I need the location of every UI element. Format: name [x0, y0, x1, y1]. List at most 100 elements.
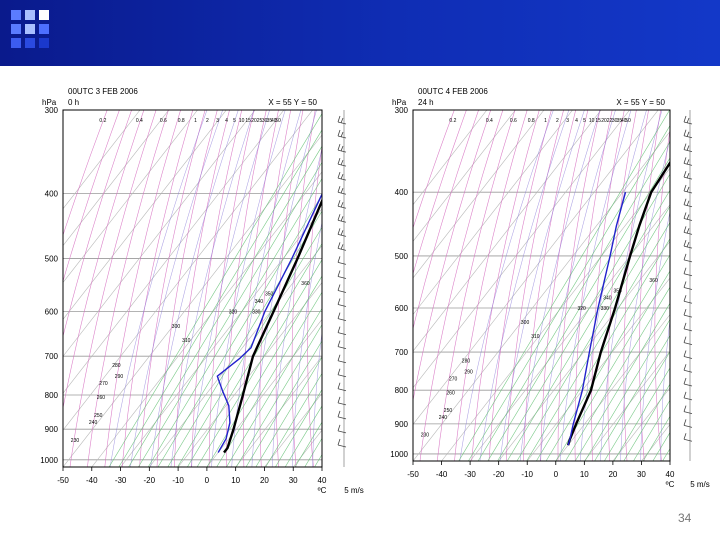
mixing-ratio-label: 2 — [556, 118, 559, 124]
temperature-tick-label: -20 — [493, 470, 505, 479]
pressure-tick-label: 800 — [45, 391, 59, 400]
dry-adiabat-line — [121, 110, 194, 467]
mixing-ratio-label: 40 — [621, 118, 627, 124]
mixing-ratio-line — [255, 356, 322, 467]
theta-label: 340 — [255, 299, 264, 305]
moist-adiabat-line — [600, 110, 663, 461]
mixing-ratio-line — [594, 334, 670, 461]
dry-adiabat-line — [63, 110, 132, 338]
mixing-ratio-line — [196, 259, 322, 467]
mixing-ratio-label: 22 — [607, 118, 613, 124]
isotherm-line — [441, 167, 670, 461]
isotherm-line — [469, 204, 670, 461]
wind-scale-label: 5 m/s — [690, 480, 710, 489]
dry-adiabat-line — [367, 110, 383, 467]
dry-adiabat-line — [699, 110, 713, 461]
moist-adiabat-line — [130, 110, 223, 467]
isotherm-line — [63, 110, 285, 394]
mixing-ratio-label: 4 — [225, 118, 228, 124]
isotherm-line — [63, 110, 227, 320]
dry-adiabat-line — [156, 110, 218, 467]
isotherm-line — [413, 110, 545, 279]
pressure-tick-label: 300 — [395, 106, 409, 115]
temperature-tick-label: 0 — [554, 470, 559, 479]
theta-label: 310 — [182, 338, 191, 344]
dry-adiabat-line — [713, 110, 720, 461]
theta-label: 280 — [112, 363, 121, 369]
mixing-ratio-label: 35 — [617, 118, 623, 124]
temperature-tick-label: -50 — [57, 476, 69, 485]
dry-adiabat-line — [471, 110, 540, 461]
slide-header-bar — [0, 0, 720, 66]
pressure-unit-label: hPa — [392, 98, 407, 107]
isotherm-line — [120, 208, 322, 467]
theta-label: 240 — [89, 420, 98, 426]
mixing-ratio-label: 40 — [271, 118, 277, 124]
mixing-ratio-line — [506, 189, 670, 461]
wind-barb — [337, 256, 347, 265]
theta-label: 330 — [601, 306, 610, 312]
temperature-profile-line — [566, 160, 670, 446]
theta-label: 270 — [449, 376, 458, 382]
isotherm-line — [292, 429, 322, 467]
mixing-ratio-line — [128, 145, 322, 467]
wind-barb — [683, 364, 693, 373]
temperature-tick-label: 10 — [580, 470, 589, 479]
mixing-ratio-label: 0.4 — [136, 118, 143, 124]
theta-label: 360 — [301, 281, 310, 287]
wind-barb — [683, 419, 693, 428]
dry-adiabat-line — [654, 127, 670, 461]
theta-label: 360 — [649, 278, 658, 284]
theta-label: 230 — [71, 438, 80, 444]
mixing-ratio-line — [284, 405, 322, 467]
dry-adiabat-line — [63, 110, 120, 283]
wind-barb — [683, 308, 693, 318]
isotherm-line — [413, 110, 488, 206]
dry-adiabat-line — [454, 110, 528, 461]
mixing-ratio-label: 10 — [589, 118, 595, 124]
pressure-tick-label: 1000 — [390, 450, 408, 459]
mixing-ratio-line — [662, 448, 670, 461]
wind-barb — [683, 336, 693, 346]
dry-adiabat-line — [413, 110, 467, 275]
mixing-ratio-label: 15 — [245, 118, 251, 124]
isotherm-line — [177, 282, 322, 467]
moist-adiabat-line — [580, 110, 647, 461]
temperature-tick-label: -40 — [436, 470, 448, 479]
mixing-ratio-line — [516, 205, 670, 461]
mixing-ratio-line — [477, 141, 670, 461]
skewt-panel-1: 0.2 0.4 0.6 0.8 1 2 3 4 5 10 15 20 25 30 3540502302402… — [40, 87, 696, 495]
theta-label: 260 — [446, 390, 455, 396]
dry-adiabat-line — [413, 110, 455, 230]
dry-adiabat-line — [338, 110, 352, 467]
mixing-ratio-label: 35 — [267, 118, 273, 124]
mixing-ratio-line — [613, 367, 670, 461]
dry-adiabat-line — [597, 110, 696, 467]
temperature-tick-label: -30 — [464, 470, 476, 479]
mixing-ratio-line — [526, 221, 670, 461]
dry-adiabat-line — [623, 110, 649, 461]
moist-adiabat-line — [479, 110, 570, 461]
mixing-ratio-line — [314, 454, 322, 467]
dry-adiabat-line — [353, 110, 366, 467]
mixing-ratio-label: 0.2 — [449, 118, 456, 124]
isotherm-line — [91, 171, 322, 467]
wind-barb — [337, 228, 347, 237]
mixing-ratio-label: 30 — [612, 118, 618, 124]
dry-adiabat-line — [669, 279, 670, 346]
mixing-ratio-line — [118, 129, 322, 467]
mixing-ratio-label: 1 — [194, 118, 197, 124]
mixing-ratio-label: 0.4 — [486, 118, 493, 124]
moist-adiabat-line — [109, 110, 208, 467]
wind-barb — [683, 171, 693, 180]
mixing-ratio-label: 3 — [566, 118, 569, 124]
dry-adiabat-line — [505, 110, 564, 461]
mixing-ratio-label: 5 — [583, 118, 586, 124]
pressure-tick-label: 500 — [395, 252, 409, 261]
mixing-ratio-label: 30 — [262, 118, 268, 124]
wind-barb — [337, 298, 347, 307]
dry-adiabat-line — [69, 110, 157, 467]
pressure-tick-label: 500 — [45, 254, 59, 263]
mixing-ratio-line — [633, 399, 670, 461]
